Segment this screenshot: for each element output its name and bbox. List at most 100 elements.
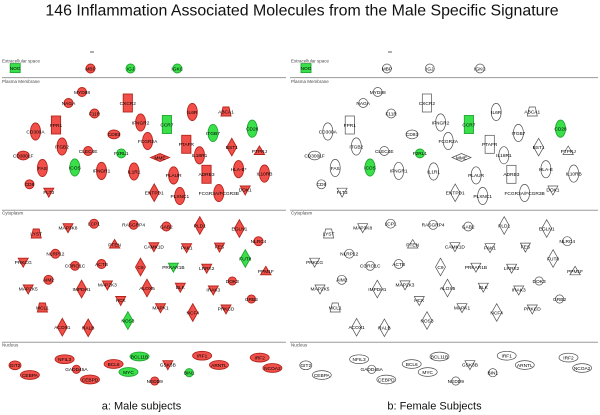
svg-text:IMPDH1: IMPDH1 [368, 287, 386, 293]
svg-text:ENTPD1: ENTPD1 [446, 191, 465, 197]
svg-text:IL10RB: IL10RB [257, 171, 273, 177]
svg-text:MAP2K5: MAP2K5 [19, 287, 38, 293]
svg-text:ABCA1: ABCA1 [218, 109, 234, 115]
svg-text:MAP3K8: MAP3K8 [59, 225, 78, 231]
svg-text:FCGR2A: FCGR2A [438, 139, 458, 145]
svg-text:ENTPD1: ENTPD1 [145, 191, 164, 197]
svg-text:IFNGR1: IFNGR1 [93, 169, 111, 175]
svg-text:BCL6: BCL6 [108, 362, 120, 368]
svg-text:ACTB: ACTB [392, 262, 405, 268]
svg-text:LYST: LYST [30, 231, 42, 237]
svg-text:CCR7: CCR7 [160, 122, 173, 128]
svg-text:Plasma Membrane: Plasma Membrane [2, 79, 40, 84]
svg-text:MAP2K5: MAP2K5 [311, 287, 330, 293]
svg-text:ITGB2: ITGB2 [349, 144, 363, 150]
svg-text:LYST: LYST [323, 231, 335, 237]
svg-text:IMPDH1: IMPDH1 [73, 287, 91, 293]
svg-text:NCF4: NCF4 [490, 310, 503, 316]
svg-text:IFNGR2: IFNGR2 [432, 120, 450, 126]
svg-text:ABCA1: ABCA1 [524, 109, 540, 115]
svg-text:NOG: NOG [301, 66, 312, 72]
svg-text:LCP1: LCP1 [88, 222, 100, 228]
svg-text:BLK: BLK [176, 285, 186, 291]
svg-text:GSK3B: GSK3B [160, 362, 176, 368]
svg-text:NAGA: NAGA [62, 101, 76, 107]
svg-text:PPM1F: PPM1F [567, 269, 583, 275]
svg-text:NLRC4: NLRC4 [251, 239, 267, 245]
svg-text:FES: FES [521, 245, 530, 251]
svg-text:NCF4: NCF4 [187, 310, 200, 316]
svg-text:GRB2: GRB2 [553, 297, 566, 303]
svg-text:HCK: HCK [414, 298, 425, 304]
svg-text:GADD45A: GADD45A [65, 367, 88, 373]
svg-text:GAB2: GAB2 [462, 224, 475, 230]
svg-text:FPR1: FPR1 [344, 123, 357, 129]
svg-text:RALB: RALB [82, 326, 95, 332]
svg-text:FCGR3A/FCGR3B: FCGR3A/FCGR3B [199, 191, 239, 197]
svg-text:BST1: BST1 [226, 145, 238, 151]
svg-text:Plasma Membrane: Plasma Membrane [291, 79, 329, 84]
svg-text:CXCR2: CXCR2 [419, 101, 436, 107]
svg-text:MBP: MBP [382, 66, 392, 72]
svg-text:DOK1: DOK1 [546, 188, 559, 194]
svg-text:EGLN1: EGLN1 [539, 226, 555, 232]
svg-text:PRKAR1B: PRKAR1B [162, 265, 184, 271]
svg-text:DOK3: DOK3 [533, 279, 546, 285]
svg-text:AIM2: AIM2 [336, 278, 348, 284]
svg-text:PLXNC1: PLXNC1 [473, 194, 492, 200]
svg-text:CD28: CD28 [554, 127, 567, 133]
svg-text:146 Inflammation Associated Mo: 146 Inflammation Associated Molecules fr… [45, 3, 558, 20]
svg-text:MYC: MYC [422, 370, 433, 376]
svg-text:PRKCD: PRKCD [218, 307, 235, 313]
svg-text:ARNTL: ARNTL [517, 363, 533, 369]
svg-text:CLEC4E: CLEC4E [375, 149, 394, 155]
svg-text:DOK3: DOK3 [226, 279, 239, 285]
svg-text:IL6R: IL6R [187, 110, 198, 116]
svg-text:MME: MME [456, 155, 467, 161]
svg-text:F2RL1: F2RL1 [413, 151, 428, 157]
svg-text:GADD45A: GADD45A [360, 367, 383, 373]
svg-text:NEDD9: NEDD9 [448, 379, 465, 385]
svg-text:PLD1: PLD1 [194, 223, 206, 229]
svg-text:HLA-E: HLA-E [539, 167, 553, 173]
svg-text:BCL11B: BCL11B [131, 354, 149, 360]
svg-text:PRKCG: PRKCG [306, 260, 323, 266]
svg-text:a: Male subjects: a: Male subjects [102, 401, 182, 413]
svg-text:FES: FES [215, 245, 224, 251]
svg-text:ACOX1: ACOX1 [54, 325, 71, 331]
svg-text:GSK3B: GSK3B [462, 362, 478, 368]
svg-text:PPM1F: PPM1F [258, 269, 274, 275]
svg-text:HLA-E*: HLA-E* [231, 167, 247, 173]
svg-text:GIT2: GIT2 [300, 363, 311, 369]
svg-text:NOS3: NOS3 [121, 318, 134, 324]
svg-text:MYD88: MYD88 [370, 90, 386, 96]
svg-text:HCK: HCK [116, 298, 127, 304]
svg-text:LCP1: LCP1 [385, 222, 397, 228]
svg-text:PTPRJ: PTPRJ [561, 149, 577, 155]
svg-text:PRKCG: PRKCG [15, 260, 32, 266]
svg-text:FCGR3A/FCGR3B: FCGR3A/FCGR3B [504, 191, 544, 197]
svg-text:PTEN: PTEN [108, 242, 121, 248]
svg-text:IRF1: IRF1 [197, 354, 208, 360]
svg-text:DOK1: DOK1 [239, 188, 252, 194]
svg-text:Nucleus: Nucleus [291, 342, 308, 347]
svg-text:Extracellular space: Extracellular space [2, 59, 41, 64]
svg-text:PLXNC1: PLXNC1 [170, 194, 189, 200]
svg-text:NFIL3: NFIL3 [58, 357, 71, 363]
svg-text:PRKCD: PRKCD [524, 307, 541, 313]
svg-text:ADRB3: ADRB3 [199, 172, 215, 178]
svg-text:CEBPD: CEBPD [378, 377, 395, 383]
svg-text:BCL11B: BCL11B [431, 354, 449, 360]
svg-text:ITGB2: ITGB2 [55, 144, 69, 150]
svg-text:ARNTL: ARNTL [211, 363, 227, 369]
svg-text:RALB: RALB [378, 326, 391, 332]
svg-text:PAK1: PAK1 [181, 245, 193, 251]
svg-text:ICOS: ICOS [69, 165, 81, 171]
svg-text:NLRP12: NLRP12 [46, 252, 64, 258]
svg-text:FLT3: FLT3 [43, 190, 54, 196]
svg-text:MCL1: MCL1 [36, 305, 49, 311]
svg-text:Nucleus: Nucleus [2, 342, 19, 347]
svg-text:CD9: CD9 [25, 182, 35, 188]
svg-text:b: Female Subjects: b: Female Subjects [387, 401, 482, 413]
svg-text:CEBPA: CEBPA [22, 373, 39, 379]
